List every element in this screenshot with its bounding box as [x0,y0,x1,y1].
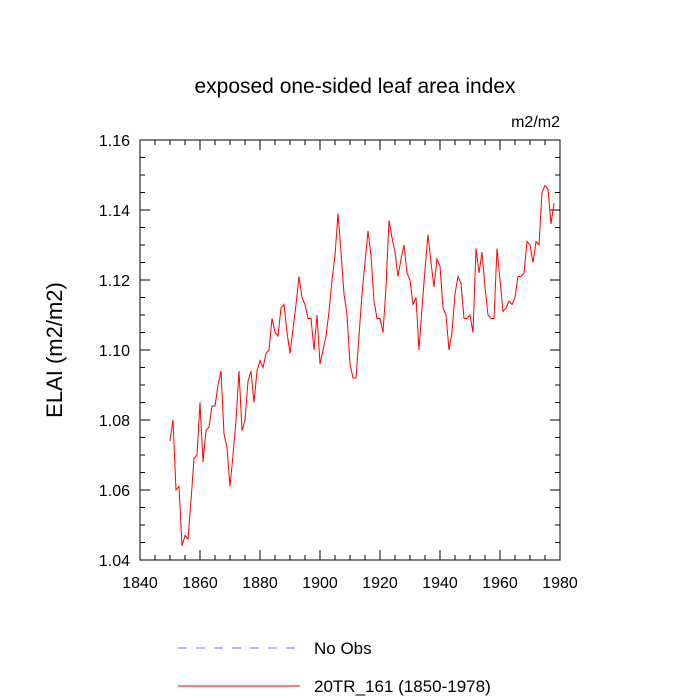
y-tick-label: 1.06 [99,483,130,500]
units-label: m2/m2 [511,114,560,131]
legend: No Obs 20TR_161 (1850-1978) [178,639,491,696]
legend-label: No Obs [314,639,372,658]
x-tick-label: 1880 [242,575,278,592]
axis-ticks [139,139,561,561]
series-line [169,184,555,547]
x-tick-label: 1860 [182,575,218,592]
y-tick-label: 1.12 [99,273,130,290]
plot-frame [139,139,561,561]
y-tick-label: 1.10 [99,343,130,360]
legend-label: 20TR_161 (1850-1978) [314,677,491,696]
x-tick-label: 1960 [482,575,518,592]
y-axis-label: ELAI (m2/m2) [42,282,67,418]
series-layer [169,184,555,547]
x-tick-label: 1980 [542,575,578,592]
x-tick-label: 1920 [362,575,398,592]
y-tick-label: 1.08 [99,413,130,430]
y-tick-label: 1.04 [99,553,130,570]
x-tick-label: 1940 [422,575,458,592]
chart-title: exposed one-sided leaf area index [194,75,516,98]
x-tick-label: 1900 [302,575,338,592]
x-tick-label: 1840 [122,575,158,592]
y-tick-label: 1.16 [99,133,130,150]
axis-tick-labels: 1840 1860 1880 1900 1920 1940 1960 1980 1.04 1.06… [99,133,578,592]
y-tick-label: 1.14 [99,203,130,220]
